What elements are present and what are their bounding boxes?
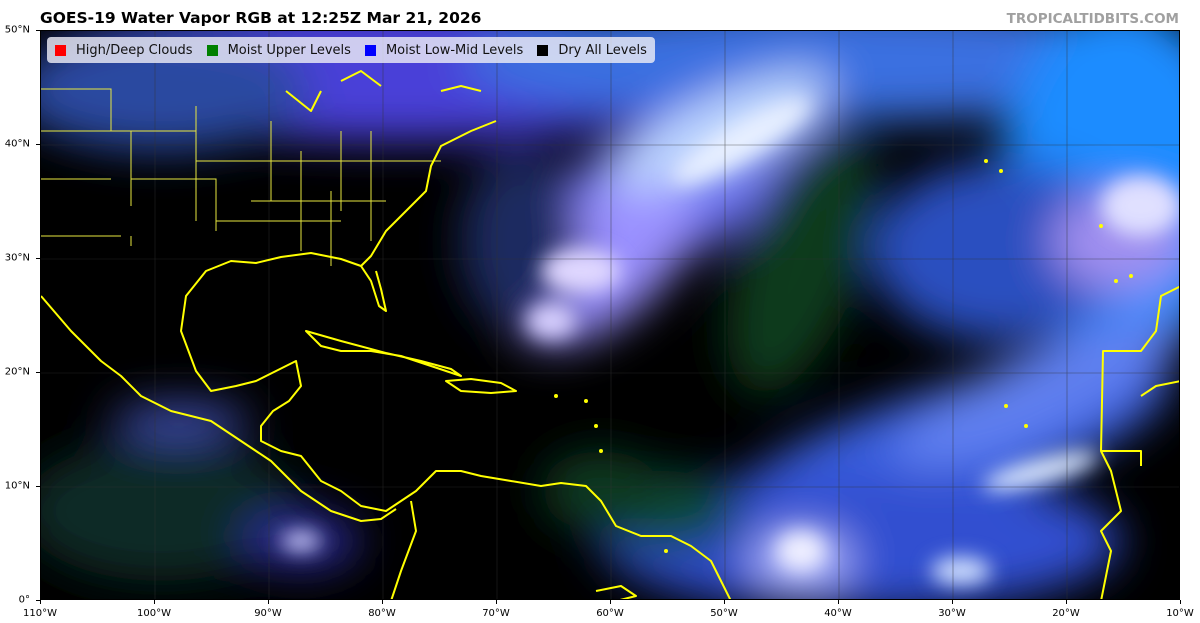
coastlines (41, 70, 1179, 599)
lon-tick (838, 600, 839, 604)
lon-tick (382, 600, 383, 604)
lon-tick (952, 600, 953, 604)
lon-tick (1066, 600, 1067, 604)
lon-tick (154, 600, 155, 604)
legend-item-moist-low-mid-levels: Moist Low-Mid Levels (364, 42, 524, 58)
state-borders (41, 88, 441, 266)
legend-label: High/Deep Clouds (76, 42, 193, 58)
legend-item-moist-upper-levels: Moist Upper Levels (206, 42, 351, 58)
lon-tick (496, 600, 497, 604)
lon-label: 30°W (938, 608, 966, 619)
legend-label: Moist Low-Mid Levels (385, 42, 524, 58)
lat-label: 50°N (4, 24, 30, 36)
lon-label: 40°W (824, 608, 852, 619)
legend-swatch-red (55, 44, 66, 56)
gridlines (41, 31, 1179, 599)
lat-label: 0° (18, 594, 30, 606)
lon-label: 100°W (137, 608, 171, 619)
lon-tick (1180, 600, 1181, 604)
map-title: GOES-19 Water Vapor RGB at 12:25Z Mar 21… (40, 9, 482, 27)
lat-label: 20°N (4, 366, 30, 378)
legend-label: Moist Upper Levels (227, 42, 351, 58)
lat-label: 40°N (4, 138, 30, 150)
lat-tick (36, 486, 40, 487)
legend-swatch-green (206, 44, 218, 56)
lat-label: 30°N (4, 252, 30, 264)
satellite-imagery (41, 31, 1179, 599)
site-credit: TROPICALTIDBITS.COM (1006, 11, 1179, 27)
legend-swatch-black (537, 44, 549, 56)
bright-cloud-tops (281, 98, 1179, 585)
lon-label: 80°W (368, 608, 396, 619)
legend-item-dry-all-levels: Dry All Levels (537, 43, 647, 58)
lat-tick (36, 144, 40, 145)
lon-tick (610, 600, 611, 604)
lat-tick (36, 372, 40, 373)
legend-label: Dry All Levels (558, 42, 647, 58)
lon-tick (268, 600, 269, 604)
lat-label: 10°N (4, 480, 30, 492)
lon-label: 60°W (596, 608, 624, 619)
satellite-map (40, 30, 1180, 600)
lon-label: 70°W (482, 608, 510, 619)
lon-label: 10°W (1166, 608, 1194, 619)
legend: High/Deep Clouds Moist Upper Levels Mois… (47, 37, 655, 63)
lat-tick (36, 258, 40, 259)
lon-tick (40, 600, 41, 604)
lon-tick (724, 600, 725, 604)
lon-label: 90°W (254, 608, 282, 619)
legend-item-high-deep-clouds: High/Deep Clouds (55, 43, 193, 58)
legend-swatch-blue (364, 44, 376, 56)
lon-label: 20°W (1052, 608, 1080, 619)
lon-label: 110°W (23, 608, 57, 619)
islands (554, 159, 1133, 553)
lat-tick (36, 600, 40, 601)
lat-tick (36, 30, 40, 31)
lon-label: 50°W (710, 608, 738, 619)
